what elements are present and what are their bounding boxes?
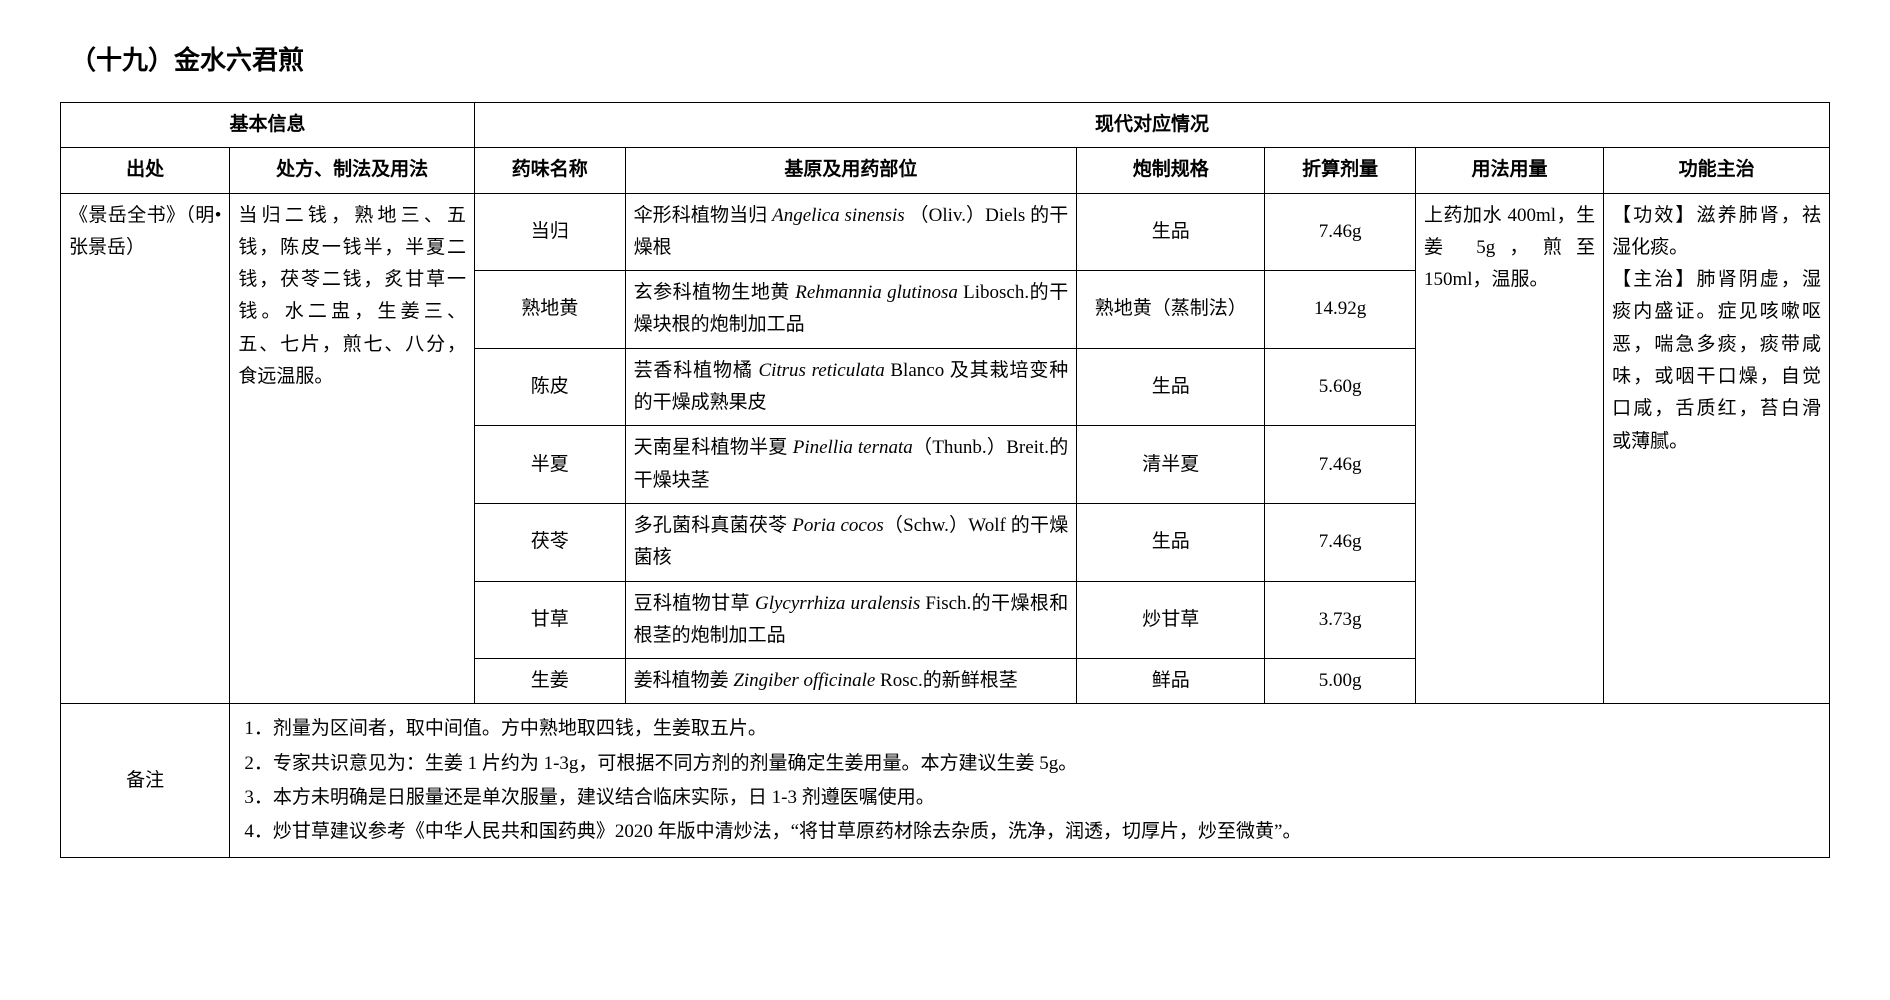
herb-name-cell: 熟地黄 <box>475 271 626 349</box>
herb-origin-cell: 豆科植物甘草 Glycyrrhiza uralensis Fisch.的干燥根和… <box>625 581 1077 659</box>
herb-dose-cell: 5.00g <box>1265 659 1416 704</box>
notes-label: 备注 <box>61 704 230 858</box>
header-origin: 基原及用药部位 <box>625 148 1077 193</box>
herb-dose-cell: 3.73g <box>1265 581 1416 659</box>
herb-processing-cell: 鲜品 <box>1077 659 1265 704</box>
latin-name: Pinellia ternata <box>793 437 913 458</box>
latin-name: Zingiber officinale <box>733 670 875 691</box>
function-cell: 【功效】滋养肺肾，祛湿化痰。 【主治】肺肾阴虚，湿痰内盛证。症见咳嗽呕恶，喘急多… <box>1604 193 1830 704</box>
header-row-1: 基本信息 现代对应情况 <box>61 103 1830 148</box>
usage-cell: 上药加水 400ml，生姜 5g，煎至 150ml，温服。 <box>1415 193 1603 704</box>
latin-name: Poria cocos <box>792 515 884 536</box>
table-row: 《景岳全书》（明•张景岳）当归二钱，熟地三、五钱，陈皮一钱半，半夏二钱，茯苓二钱… <box>61 193 1830 271</box>
header-processing: 炮制规格 <box>1077 148 1265 193</box>
latin-name: Glycyrrhiza uralensis <box>755 593 920 614</box>
herb-dose-cell: 7.46g <box>1265 426 1416 504</box>
herb-name-cell: 半夏 <box>475 426 626 504</box>
prescription-table: 基本信息 现代对应情况 出处 处方、制法及用法 药味名称 基原及用药部位 炮制规… <box>60 102 1830 858</box>
header-modern-info: 现代对应情况 <box>475 103 1830 148</box>
herb-processing-cell: 生品 <box>1077 503 1265 581</box>
herb-dose-cell: 7.46g <box>1265 193 1416 271</box>
page-title: （十九）金水六君煎 <box>70 40 1830 77</box>
herb-processing-cell: 生品 <box>1077 193 1265 271</box>
herb-name-cell: 陈皮 <box>475 348 626 426</box>
herb-dose-cell: 14.92g <box>1265 271 1416 349</box>
note-line: 1．剂量为区间者，取中间值。方中熟地取四钱，生姜取五片。 <box>244 712 1815 746</box>
herb-name-cell: 甘草 <box>475 581 626 659</box>
herb-processing-cell: 生品 <box>1077 348 1265 426</box>
herb-processing-cell: 清半夏 <box>1077 426 1265 504</box>
source-cell: 《景岳全书》（明•张景岳） <box>61 193 230 704</box>
header-source: 出处 <box>61 148 230 193</box>
latin-name: Rehmannia glutinosa <box>795 282 958 303</box>
herb-dose-cell: 7.46g <box>1265 503 1416 581</box>
header-converted-dose: 折算剂量 <box>1265 148 1416 193</box>
header-function: 功能主治 <box>1604 148 1830 193</box>
header-herb-name: 药味名称 <box>475 148 626 193</box>
herb-processing-cell: 炒甘草 <box>1077 581 1265 659</box>
table-body: 《景岳全书》（明•张景岳）当归二钱，熟地三、五钱，陈皮一钱半，半夏二钱，茯苓二钱… <box>61 193 1830 704</box>
header-basic-info: 基本信息 <box>61 103 475 148</box>
herb-origin-cell: 姜科植物姜 Zingiber officinale Rosc.的新鲜根茎 <box>625 659 1077 704</box>
herb-dose-cell: 5.60g <box>1265 348 1416 426</box>
herb-processing-cell: 熟地黄（蒸制法） <box>1077 271 1265 349</box>
header-usage: 用法用量 <box>1415 148 1603 193</box>
herb-name-cell: 茯苓 <box>475 503 626 581</box>
header-rx: 处方、制法及用法 <box>230 148 475 193</box>
latin-name: Angelica sinensis <box>772 205 905 226</box>
latin-name: Citrus reticulata <box>758 360 884 381</box>
note-line: 2．专家共识意见为：生姜 1 片约为 1-3g，可根据不同方剂的剂量确定生姜用量… <box>244 747 1815 781</box>
herb-name-cell: 当归 <box>475 193 626 271</box>
notes-content: 1．剂量为区间者，取中间值。方中熟地取四钱，生姜取五片。2．专家共识意见为：生姜… <box>230 704 1830 858</box>
herb-origin-cell: 伞形科植物当归 Angelica sinensis （Oliv.）Diels 的… <box>625 193 1077 271</box>
note-line: 4．炒甘草建议参考《中华人民共和国药典》2020 年版中清炒法，“将甘草原药材除… <box>244 815 1815 849</box>
notes-row: 备注 1．剂量为区间者，取中间值。方中熟地取四钱，生姜取五片。2．专家共识意见为… <box>61 704 1830 858</box>
rx-cell: 当归二钱，熟地三、五钱，陈皮一钱半，半夏二钱，茯苓二钱，炙甘草一钱。水二盅，生姜… <box>230 193 475 704</box>
herb-origin-cell: 芸香科植物橘 Citrus reticulata Blanco 及其栽培变种的干… <box>625 348 1077 426</box>
herb-origin-cell: 多孔菌科真菌茯苓 Poria cocos（Schw.）Wolf 的干燥菌核 <box>625 503 1077 581</box>
herb-origin-cell: 玄参科植物生地黄 Rehmannia glutinosa Libosch.的干燥… <box>625 271 1077 349</box>
herb-name-cell: 生姜 <box>475 659 626 704</box>
header-row-2: 出处 处方、制法及用法 药味名称 基原及用药部位 炮制规格 折算剂量 用法用量 … <box>61 148 1830 193</box>
note-line: 3．本方未明确是日服量还是单次服量，建议结合临床实际，日 1-3 剂遵医嘱使用。 <box>244 781 1815 815</box>
herb-origin-cell: 天南星科植物半夏 Pinellia ternata（Thunb.）Breit.的… <box>625 426 1077 504</box>
